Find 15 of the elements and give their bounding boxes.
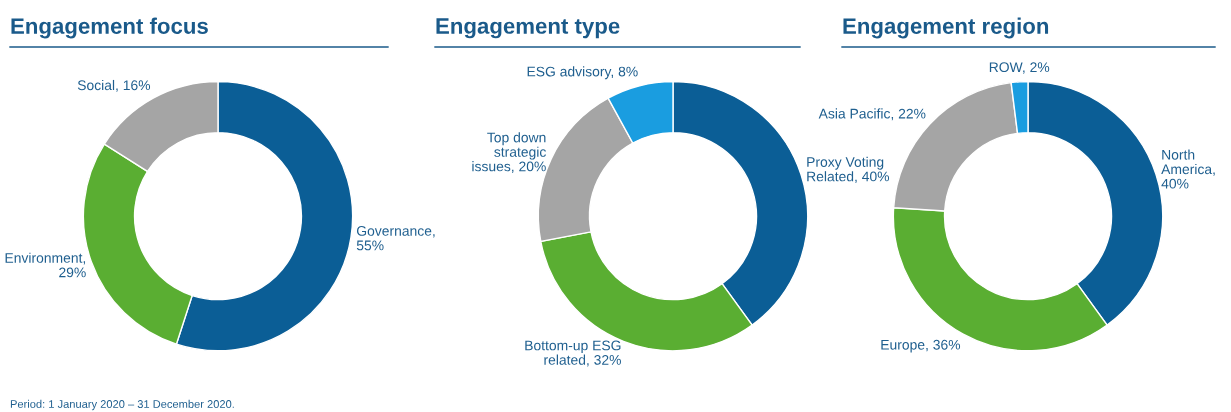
slice-label: Social, 16% [77,79,151,92]
chart-title: Engagement focus [11,17,208,39]
text: Period: 1 January 2020 – 31 December 2020. [10,399,234,411]
chart-title: Engagement type [436,18,620,39]
slice-label: Asia Pacific, 22% [818,108,926,121]
slice-label: Governance, 55% [356,226,435,251]
slice-label: Top down strategic issues, 20% [472,132,546,173]
slice-label: ROW, 2% [989,62,1050,74]
slice-label: Europe, 36% [881,339,961,353]
slice-label: Bottom-up ESG related, 32% [525,340,621,367]
slice-label: ESG advisory, 8% [527,66,638,80]
slice-label: North America, 40% [1161,149,1215,189]
chart-title: Engagement region [843,17,1049,39]
slice-label: Environment, 29% [5,252,86,278]
slice-label: Proxy Voting Related, 40% [807,156,890,184]
